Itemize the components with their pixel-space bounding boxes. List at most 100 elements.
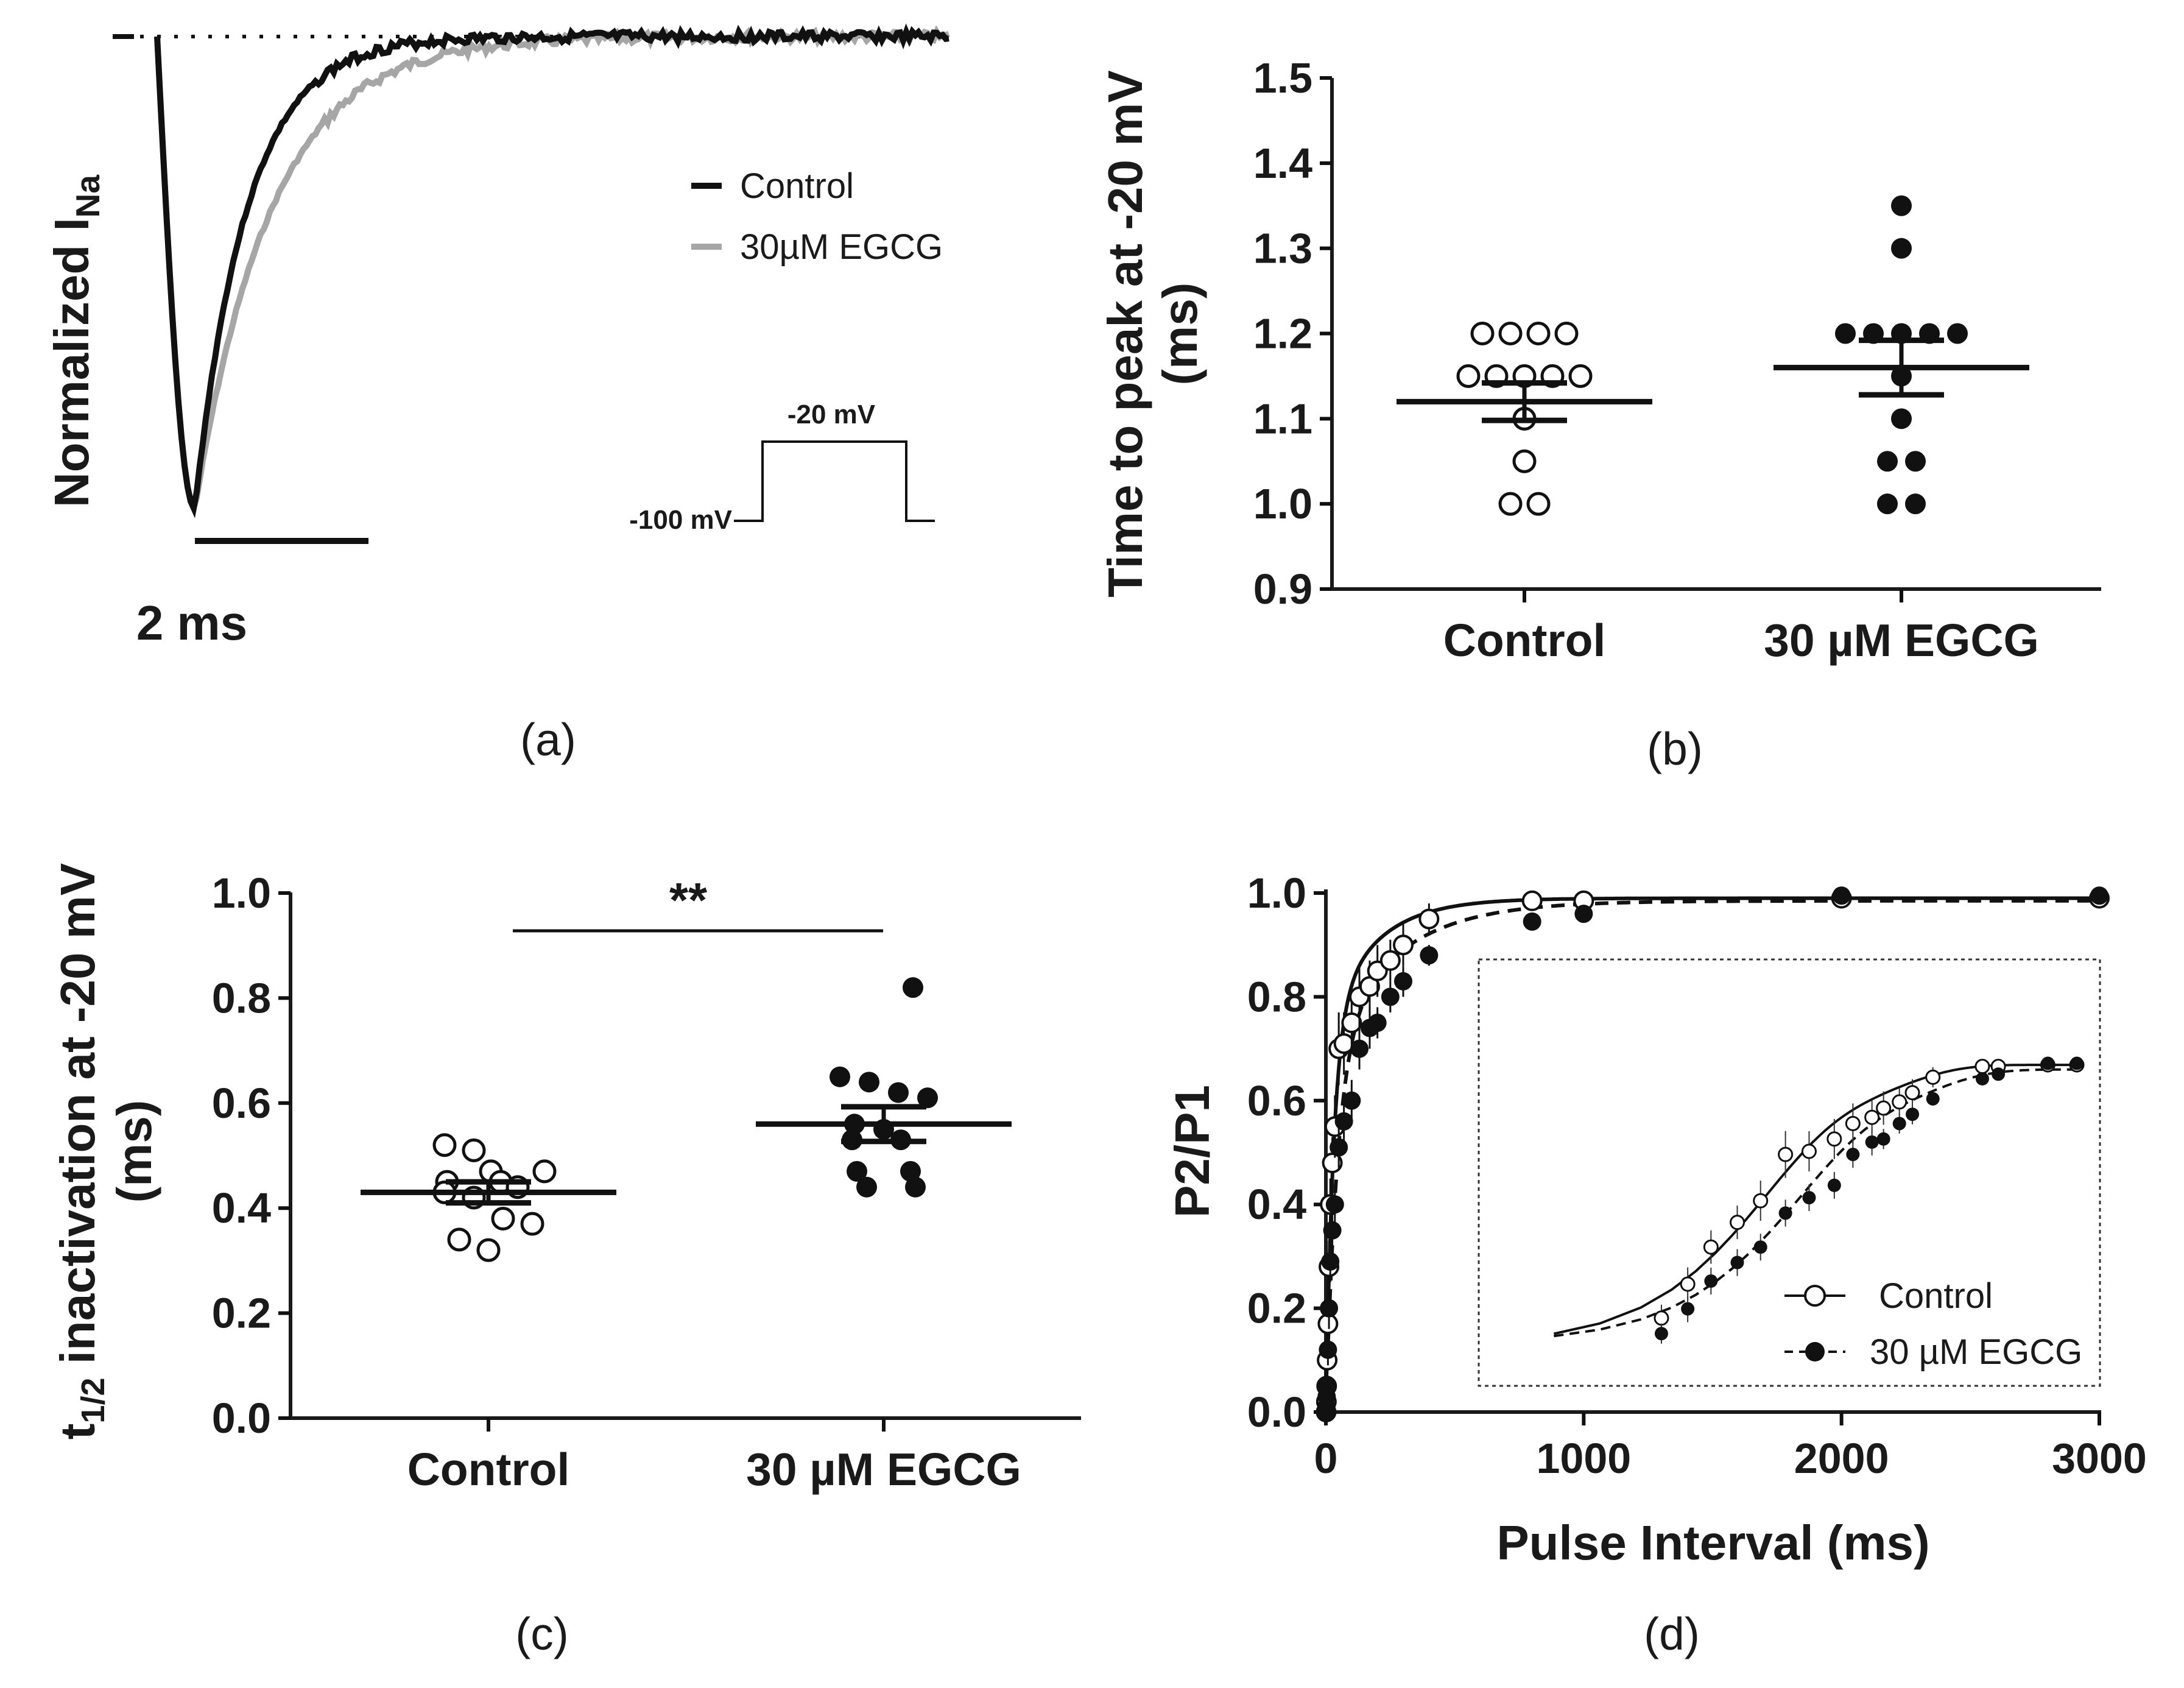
data-point-egcg xyxy=(1891,195,1912,216)
x-category-label: Control xyxy=(407,1444,570,1495)
data-point-control xyxy=(1418,908,1440,930)
data-point-egcg xyxy=(1320,1299,1339,1318)
data-point-control xyxy=(432,1133,457,1157)
inset-data-point-egcg xyxy=(1654,1327,1668,1341)
panel-c-x-ticks: Control 30 µM EGCG xyxy=(407,1418,1021,1495)
panel-a-protocol-step-label: -20 mV xyxy=(787,400,876,429)
panel-d-data-points xyxy=(1316,886,2110,1422)
data-point-egcg xyxy=(1330,1138,1348,1157)
x-tick-label: 3000 xyxy=(2052,1435,2147,1482)
panel-b-label: (b) xyxy=(1647,723,1703,774)
data-point-egcg xyxy=(1905,493,1926,515)
panel-d-y-ticks: 0.0 0.2 0.4 0.6 0.8 1.0 xyxy=(1247,869,1326,1436)
y-tick-label: 1.2 xyxy=(1253,310,1312,358)
panel-d-inset-data-points xyxy=(1654,1056,2085,1344)
panel-b-x-ticks: Control 30 µM EGCG xyxy=(1443,589,2039,666)
data-point-control xyxy=(1521,890,1543,911)
y-tick-label: 0.8 xyxy=(212,974,271,1022)
panel-a-trace-control xyxy=(154,23,949,518)
inset-data-point-control xyxy=(1892,1094,1907,1110)
data-point-egcg xyxy=(900,1160,921,1182)
panel-c-y-axis-label-line2: (ms) xyxy=(107,1100,161,1203)
y-tick-label: 1.3 xyxy=(1253,225,1312,272)
x-category-label: 30 µM EGCG xyxy=(746,1444,1021,1495)
data-point-control xyxy=(1379,950,1401,971)
inset-data-point-control xyxy=(1876,1100,1892,1116)
inset-data-point-control xyxy=(1778,1146,1794,1162)
y-tick-label: 0.0 xyxy=(212,1394,271,1442)
data-point-egcg xyxy=(1877,451,1898,472)
data-point-egcg xyxy=(1835,323,1856,344)
y-tick-label: 0.2 xyxy=(1247,1285,1306,1332)
inset-data-point-egcg xyxy=(1802,1191,1816,1205)
panel-d-inset-frame xyxy=(1478,958,2101,1387)
data-point-control xyxy=(1498,322,1523,345)
data-point-egcg xyxy=(1574,905,1593,923)
panel-c-data-points xyxy=(432,977,938,1262)
data-point-control xyxy=(1470,322,1495,345)
panel-d-label: (d) xyxy=(1644,1608,1700,1659)
data-point-egcg xyxy=(1523,912,1541,931)
inset-data-point-egcg xyxy=(1865,1135,1879,1149)
y-tick-label: 1.0 xyxy=(212,869,271,917)
data-point-control xyxy=(1456,364,1481,388)
panel-b-y-axis-label-line1: Time to peak at -20 mV xyxy=(1098,70,1152,598)
data-point-control xyxy=(462,1138,486,1162)
data-point-control xyxy=(491,1206,515,1231)
y-tick-label: 1.4 xyxy=(1253,139,1312,187)
panel-d-inset-fit-control xyxy=(1553,1064,2077,1335)
panel-c-label: (c) xyxy=(515,1608,568,1659)
y-tick-label: 1.1 xyxy=(1253,395,1312,442)
data-point-egcg xyxy=(1342,1091,1361,1110)
data-point-control xyxy=(1568,364,1593,388)
inset-data-point-egcg xyxy=(1753,1240,1767,1254)
inset-data-point-control xyxy=(1801,1143,1817,1159)
inset-data-point-egcg xyxy=(1975,1072,1989,1086)
panel-d-x-axis-label: Pulse Interval (ms) xyxy=(1496,1516,1929,1570)
data-point-egcg xyxy=(859,1072,879,1093)
inset-data-point-egcg xyxy=(1704,1274,1718,1288)
data-point-control xyxy=(1393,934,1414,956)
inset-data-point-egcg xyxy=(1730,1255,1744,1270)
inset-data-point-egcg xyxy=(1926,1092,1940,1106)
panel-a-current-traces: Normalized INa 2 ms Control 30µM EGCG -2… xyxy=(44,23,950,765)
data-point-egcg xyxy=(856,1176,877,1198)
data-point-control xyxy=(1341,1012,1362,1033)
inset-data-point-egcg xyxy=(1681,1302,1695,1316)
data-point-control xyxy=(1526,492,1551,516)
y-tick-label: 0.0 xyxy=(1247,1388,1306,1436)
data-point-control xyxy=(1333,1033,1354,1054)
panel-c-significance-stars: ** xyxy=(669,873,708,927)
data-point-egcg xyxy=(1891,408,1912,429)
data-point-egcg xyxy=(1947,323,1968,344)
data-point-egcg xyxy=(1368,1014,1387,1032)
panel-b-time-to-peak-chart: 0.91.01.11.21.31.41.5 Control 30 µM EGCG … xyxy=(1098,54,2101,774)
data-point-egcg xyxy=(903,977,923,998)
panel-a-legend-egcg: 30µM EGCG xyxy=(740,227,943,267)
data-point-control xyxy=(447,1227,471,1252)
y-tick-label: 1.0 xyxy=(1253,480,1312,528)
panel-c-y-ticks: 0.0 0.2 0.4 0.6 0.8 1.0 xyxy=(212,869,291,1442)
inset-data-point-control xyxy=(1864,1109,1880,1125)
x-tick-label: 0 xyxy=(1314,1435,1338,1482)
inset-data-point-control xyxy=(1703,1239,1719,1255)
panel-d-legend-marker-egcg xyxy=(1805,1342,1825,1361)
x-tick-label: 2000 xyxy=(1794,1435,1889,1482)
inset-data-point-control xyxy=(1904,1085,1920,1101)
inset-data-point-control xyxy=(1654,1310,1669,1326)
y-tick-label: 0.2 xyxy=(212,1290,271,1337)
x-category-label: Control xyxy=(1443,615,1606,666)
inset-data-point-egcg xyxy=(1778,1206,1792,1220)
y-tick-label: 0.9 xyxy=(1253,565,1312,613)
inset-data-point-egcg xyxy=(2041,1056,2055,1070)
data-point-egcg xyxy=(1350,1039,1369,1058)
panel-d-legend-egcg: 30 µM EGCG xyxy=(1870,1332,2082,1372)
x-category-label: 30 µM EGCG xyxy=(1764,615,2039,666)
inset-data-point-egcg xyxy=(1992,1067,2006,1081)
data-point-egcg xyxy=(905,1176,926,1198)
inset-data-point-control xyxy=(1974,1059,1990,1075)
panel-d-y-axis-label: P2/P1 xyxy=(1165,1085,1219,1218)
data-point-egcg xyxy=(1319,1340,1337,1359)
data-point-egcg xyxy=(847,1160,867,1182)
